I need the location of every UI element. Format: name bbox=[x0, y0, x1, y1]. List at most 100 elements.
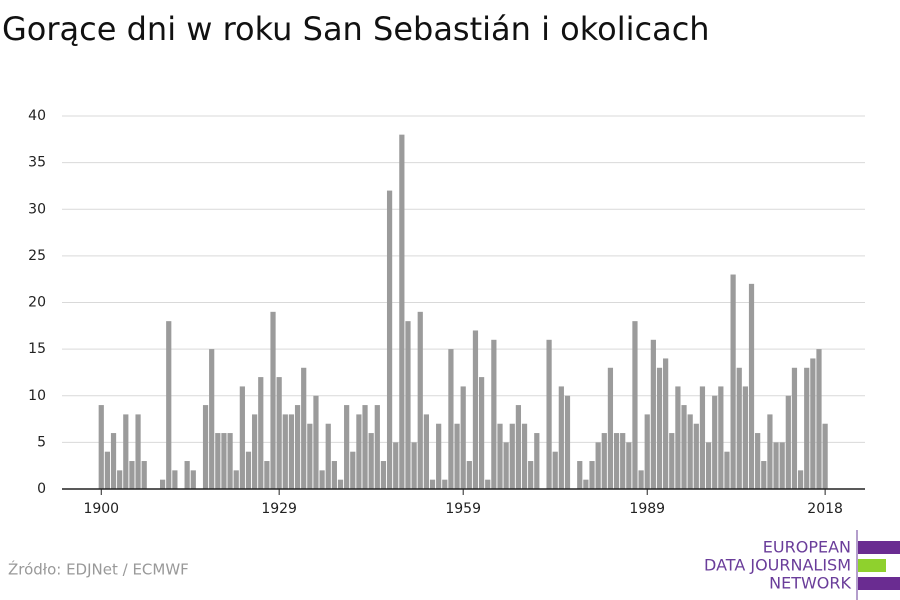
bar bbox=[748, 283, 755, 489]
bar bbox=[773, 442, 779, 489]
bar bbox=[478, 377, 485, 489]
bar bbox=[294, 405, 301, 489]
bar bbox=[233, 470, 239, 489]
source: Źródło: EDJNet / ECMWF bbox=[8, 560, 189, 579]
bar bbox=[227, 433, 233, 489]
bar bbox=[393, 442, 399, 489]
bar bbox=[380, 461, 387, 489]
x-tick-label: 1989 bbox=[629, 501, 665, 517]
bar bbox=[270, 311, 276, 489]
bar bbox=[399, 134, 405, 489]
bar bbox=[239, 386, 245, 489]
bar bbox=[656, 367, 663, 489]
bar bbox=[98, 405, 104, 489]
bar bbox=[123, 414, 129, 489]
bar bbox=[705, 442, 712, 489]
bar bbox=[607, 367, 614, 489]
bar bbox=[172, 470, 178, 489]
logo-text: DATA JOURNALISM bbox=[704, 556, 851, 575]
y-tick-label: 5 bbox=[37, 434, 46, 450]
bar bbox=[699, 386, 706, 489]
bar bbox=[215, 433, 221, 489]
bar bbox=[669, 433, 675, 489]
bar bbox=[374, 405, 380, 489]
bar bbox=[252, 414, 258, 489]
y-tick-label: 10 bbox=[28, 388, 46, 404]
bar bbox=[325, 423, 331, 489]
bar bbox=[356, 414, 362, 489]
bar bbox=[663, 358, 669, 489]
bar bbox=[687, 414, 693, 489]
bar bbox=[466, 461, 472, 489]
y-tick-label: 30 bbox=[28, 201, 46, 217]
bar bbox=[675, 386, 681, 489]
y-tick-label: 40 bbox=[28, 108, 46, 124]
bar bbox=[221, 433, 227, 489]
y-tick-label: 25 bbox=[28, 248, 46, 264]
bar bbox=[276, 377, 282, 489]
bar bbox=[601, 433, 607, 489]
bar bbox=[460, 386, 466, 489]
bar bbox=[184, 461, 190, 489]
y-tick-label: 35 bbox=[28, 155, 46, 171]
chart-title: Gorące dni w roku San Sebastián i okolic… bbox=[2, 10, 710, 48]
bar bbox=[313, 395, 319, 489]
bar bbox=[159, 479, 166, 489]
bar bbox=[693, 423, 699, 489]
bar bbox=[448, 349, 454, 489]
bar bbox=[791, 367, 798, 489]
bar bbox=[417, 311, 423, 489]
bar bbox=[454, 423, 460, 489]
bar bbox=[104, 451, 111, 489]
bar bbox=[405, 321, 411, 489]
bar bbox=[301, 367, 307, 489]
bar bbox=[779, 442, 785, 489]
bar bbox=[785, 395, 791, 489]
bar bbox=[129, 461, 135, 489]
bar bbox=[804, 367, 810, 489]
bar bbox=[307, 423, 313, 489]
bar bbox=[429, 479, 436, 489]
bar bbox=[117, 470, 123, 489]
bar bbox=[442, 479, 448, 489]
bar bbox=[552, 451, 558, 489]
bar bbox=[491, 339, 497, 489]
bar bbox=[264, 461, 270, 489]
bar bbox=[190, 470, 196, 489]
bar bbox=[712, 395, 718, 489]
bar bbox=[110, 433, 117, 489]
x-tick-label: 1959 bbox=[445, 501, 481, 517]
y-tick-label: 20 bbox=[28, 295, 46, 311]
bar bbox=[724, 451, 730, 489]
bar bbox=[386, 190, 393, 489]
bar bbox=[282, 414, 288, 489]
bar bbox=[761, 461, 767, 489]
bar bbox=[681, 405, 687, 489]
bar bbox=[583, 479, 589, 489]
x-tick-label: 1929 bbox=[261, 501, 297, 517]
logo-text: EUROPEAN bbox=[763, 538, 851, 557]
x-tick-label: 1900 bbox=[83, 501, 119, 517]
bar bbox=[202, 405, 209, 489]
bar bbox=[589, 461, 595, 489]
x-tick-label: 2018 bbox=[807, 501, 843, 517]
bar bbox=[632, 321, 638, 489]
bar bbox=[546, 339, 552, 489]
bar bbox=[515, 405, 522, 489]
bar bbox=[503, 442, 509, 489]
y-tick-label: 15 bbox=[28, 341, 46, 357]
bar bbox=[577, 461, 583, 489]
bar bbox=[650, 339, 656, 489]
bar bbox=[521, 423, 528, 489]
bar bbox=[558, 386, 564, 489]
bar bbox=[620, 433, 626, 489]
bar bbox=[331, 461, 337, 489]
bar bbox=[472, 330, 479, 489]
bar bbox=[344, 405, 350, 489]
bar bbox=[767, 414, 773, 489]
bar bbox=[595, 442, 601, 489]
bar bbox=[209, 349, 215, 489]
bar bbox=[816, 349, 822, 489]
bar bbox=[810, 358, 816, 489]
bar bbox=[485, 479, 491, 489]
